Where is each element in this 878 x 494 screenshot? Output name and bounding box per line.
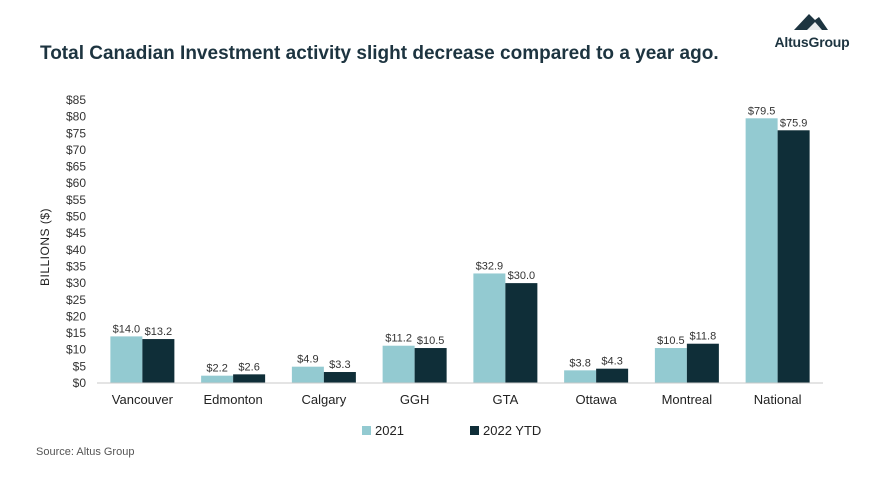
y-tick-label: $40 — [66, 243, 86, 257]
source-note: Source: Altus Group — [36, 446, 135, 458]
legend-label-2021: 2021 — [375, 423, 404, 438]
x-tick-label: Montreal — [662, 392, 713, 407]
y-tick-label: $0 — [73, 376, 87, 390]
x-tick-label: Edmonton — [203, 392, 262, 407]
data-label: $79.5 — [748, 105, 776, 117]
y-tick-label: $85 — [66, 93, 86, 107]
data-label: $11.2 — [385, 333, 412, 345]
y-tick-label: $25 — [66, 293, 86, 307]
bar-2022-ytd — [233, 374, 266, 383]
data-label: $30.0 — [508, 270, 536, 282]
bar-2022-ytd — [505, 283, 538, 383]
y-tick-label: $45 — [66, 226, 86, 240]
y-tick-label: $15 — [66, 326, 86, 340]
bar-2022-ytd — [777, 130, 810, 383]
y-tick-label: $35 — [66, 259, 86, 273]
y-tick-label: $65 — [66, 160, 86, 174]
bar-2022-ytd — [414, 348, 447, 383]
legend-swatch-2021 — [362, 426, 371, 435]
data-label: $4.3 — [601, 356, 622, 368]
x-tick-label: National — [754, 392, 802, 407]
legend: 2021 2022 YTD — [362, 423, 541, 438]
bar-2021 — [291, 366, 324, 383]
x-tick-label: Vancouver — [112, 392, 174, 407]
data-label: $13.2 — [145, 326, 173, 338]
bar-2022-ytd — [142, 339, 175, 383]
bar-2021 — [473, 273, 506, 383]
brand-logo: AltusGroup — [762, 12, 862, 52]
data-label: $2.2 — [206, 363, 227, 375]
x-tick-label: GGH — [400, 392, 430, 407]
data-label: $11.8 — [690, 331, 717, 343]
data-label: $3.3 — [329, 359, 350, 371]
data-label: $14.0 — [113, 323, 141, 335]
data-labels: $14.0 $13.2 $2.2 $2.6 $4.9 $3.3 $11.2 $10.5 $32.… — [113, 105, 808, 374]
data-label: $75.9 — [780, 117, 808, 129]
x-axis: Vancouver Edmonton Calgary GGH GTA Ottawa Mont… — [112, 392, 802, 407]
y-tick-label: $80 — [66, 110, 86, 124]
y-tick-label: $70 — [66, 143, 86, 157]
data-label: $4.9 — [297, 354, 318, 366]
y-axis: $0 $5 $10 $15 $20 $25 $30 $35 $40 $45 $50 $55 $60 $65… — [66, 93, 86, 390]
x-tick-label: GTA — [492, 392, 518, 407]
bar-2021 — [382, 345, 415, 383]
y-tick-label: $50 — [66, 210, 86, 224]
data-label: $2.6 — [238, 361, 259, 373]
chart-title: Total Canadian Investment activity sligh… — [40, 43, 719, 64]
y-tick-label: $75 — [66, 126, 86, 140]
bar-2021 — [201, 375, 234, 383]
bar-series — [110, 118, 810, 383]
x-tick-label: Ottawa — [576, 392, 618, 407]
legend-label-2022-ytd: 2022 YTD — [483, 423, 541, 438]
bar-2022-ytd — [686, 343, 719, 383]
y-tick-label: $30 — [66, 276, 86, 290]
bar-2022-ytd — [323, 372, 356, 383]
data-label: $10.5 — [417, 335, 445, 347]
bar-2021 — [654, 348, 687, 383]
data-label: $32.9 — [476, 260, 504, 272]
logo-text: AltusGroup — [774, 34, 850, 50]
y-tick-label: $5 — [73, 359, 87, 373]
y-tick-label: $20 — [66, 309, 86, 323]
y-axis-title: BILLIONS ($) — [38, 208, 52, 286]
legend-swatch-2022-ytd — [470, 426, 479, 435]
y-tick-label: $10 — [66, 343, 86, 357]
mountain-icon — [794, 14, 828, 30]
x-tick-label: Calgary — [301, 392, 346, 407]
data-label: $10.5 — [657, 335, 685, 347]
bar-2021 — [110, 336, 143, 383]
y-tick-label: $60 — [66, 176, 86, 190]
bar-2021 — [745, 118, 778, 383]
bar-2021 — [564, 370, 597, 383]
data-label: $3.8 — [569, 357, 590, 369]
y-tick-label: $55 — [66, 193, 86, 207]
bar-2022-ytd — [596, 368, 629, 383]
